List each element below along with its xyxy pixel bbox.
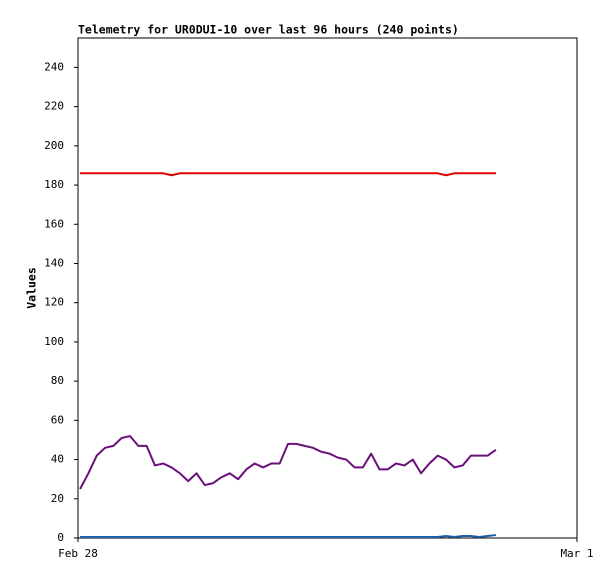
y-tick-label: 60: [51, 413, 64, 426]
chart-title: Telemetry for UR0DUI-10 over last 96 hou…: [78, 23, 459, 37]
y-tick-label: 180: [44, 178, 64, 191]
y-tick-label: 200: [44, 139, 64, 152]
y-tick-label: 20: [51, 492, 64, 505]
y-tick-label: 100: [44, 335, 64, 348]
y-axis-label: Values: [25, 267, 39, 309]
y-tick-label: 160: [44, 217, 64, 230]
y-tick-label: 120: [44, 296, 64, 309]
series-line: [80, 172, 496, 177]
series-line: [79, 435, 497, 490]
y-tick-label: 80: [51, 374, 64, 387]
x-tick-label: Mar 1: [560, 547, 593, 560]
x-tick-label: Feb 28: [58, 547, 98, 560]
y-tick-label: 220: [44, 100, 64, 113]
y-tick-label: 240: [44, 60, 64, 73]
series-line: [80, 534, 497, 539]
y-tick-label: 40: [51, 453, 64, 466]
y-tick-label: 140: [44, 256, 64, 269]
y-tick-label: 0: [57, 531, 64, 544]
